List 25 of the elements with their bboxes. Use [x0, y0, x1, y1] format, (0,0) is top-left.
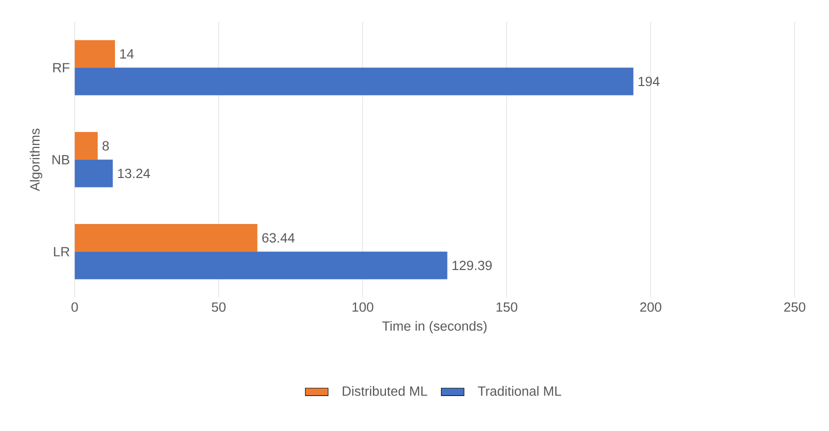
bar — [74, 224, 258, 252]
x-tick-label: 0 — [71, 302, 78, 312]
legend-label: Distributed ML — [342, 386, 428, 396]
bar — [74, 40, 115, 68]
x-tick-label: 150 — [496, 302, 518, 312]
bar — [74, 68, 634, 96]
y-tick-label: NB — [52, 155, 70, 164]
y-axis-title: Algorithms — [30, 128, 42, 192]
data-label: 194 — [638, 76, 660, 86]
x-tick-label: 50 — [212, 302, 226, 312]
x-tick-label: 100 — [352, 302, 374, 312]
data-label: 13.24 — [118, 168, 150, 178]
x-tick-label: 200 — [640, 302, 662, 312]
bar — [74, 132, 98, 160]
y-tick-label: LR — [54, 247, 70, 256]
bar — [74, 160, 113, 188]
y-tick-label: RF — [53, 63, 70, 72]
data-label: 8 — [102, 141, 109, 151]
x-axis-title: Time in (seconds) — [382, 320, 487, 334]
x-tick-label: 250 — [784, 302, 806, 312]
data-label: 129.39 — [452, 260, 492, 270]
data-label: 14 — [120, 49, 134, 58]
legend-label: Traditional ML — [478, 386, 562, 396]
bar — [74, 252, 448, 280]
data-label: 63.44 — [262, 233, 295, 243]
